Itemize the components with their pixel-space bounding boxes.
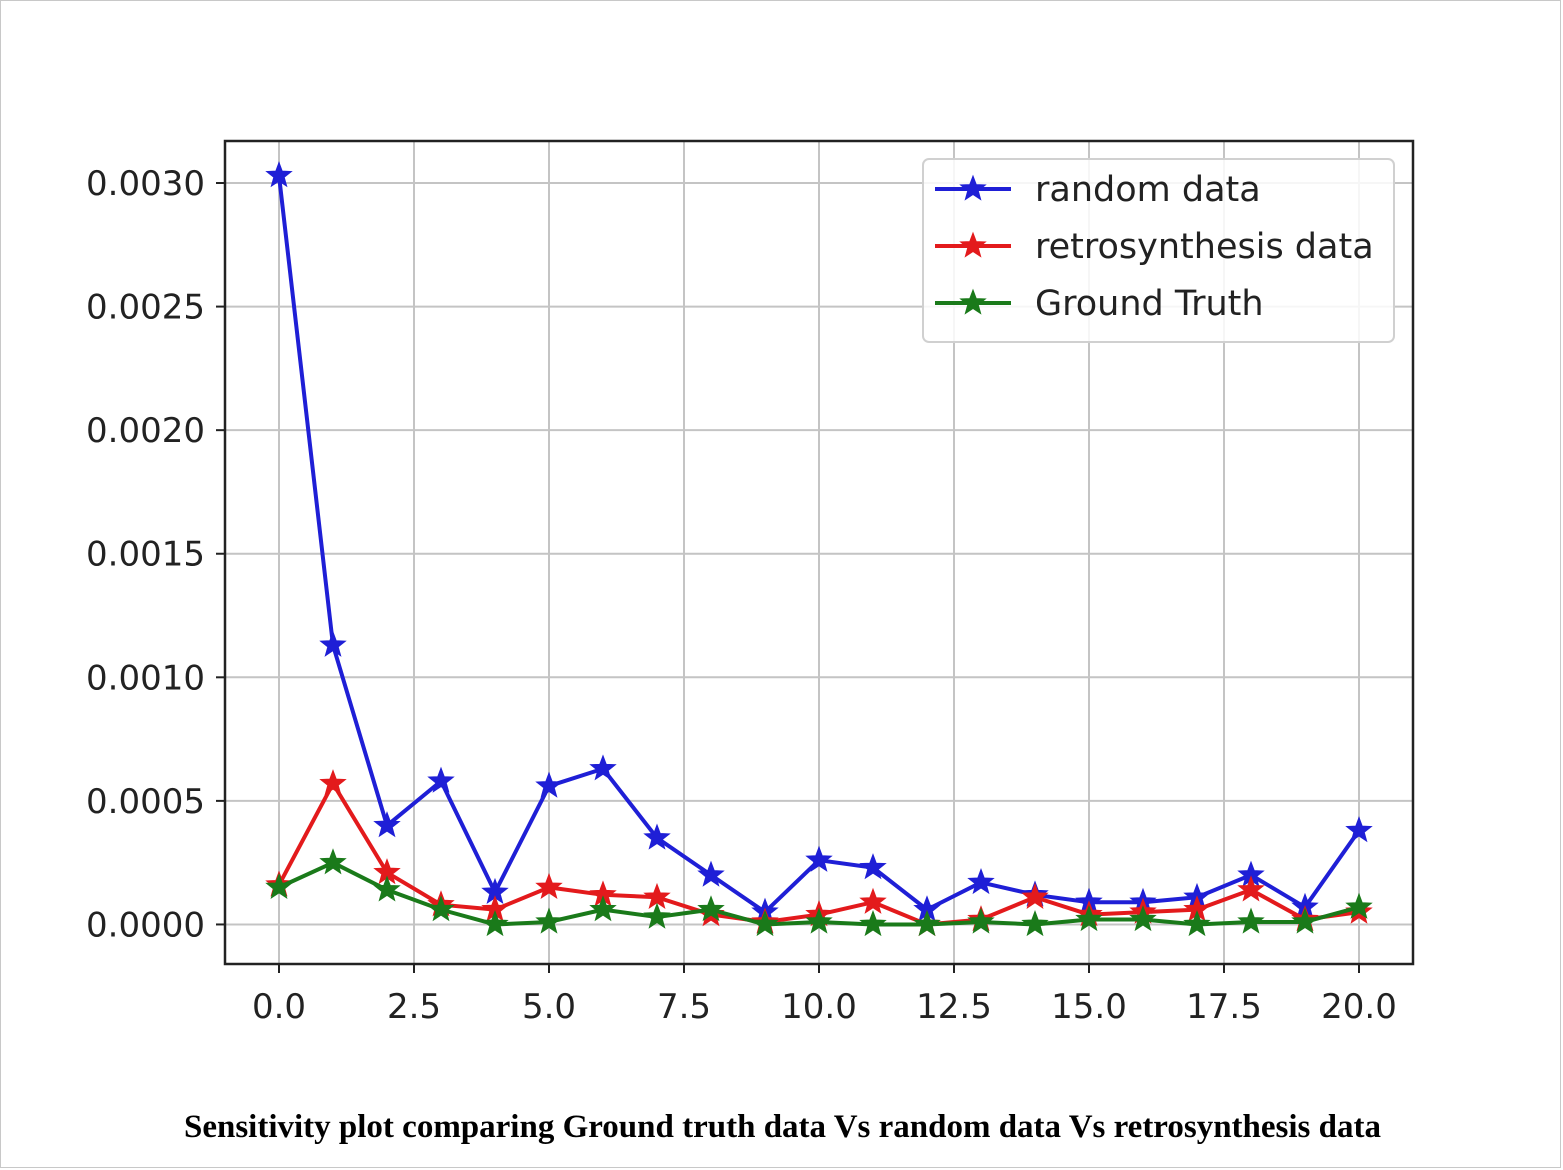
data-point-marker [1345, 892, 1373, 919]
data-point-marker [589, 754, 617, 781]
data-point-marker [1237, 875, 1265, 902]
data-point-marker [265, 161, 293, 188]
y-axis-ticks: 0.0000 0.0005 0.0010 0.0015 0.0020 0.0025 0.00… [86, 164, 225, 945]
data-point-marker [265, 872, 293, 900]
legend-label: retrosynthesis data [1035, 227, 1374, 267]
data-point-marker [805, 845, 833, 872]
data-point-marker [967, 868, 995, 895]
data-point-marker [697, 895, 725, 922]
data-point-marker [1183, 910, 1211, 937]
data-point-marker [805, 907, 833, 934]
x-tick-label: 17.5 [1186, 987, 1262, 1027]
legend-marker [959, 288, 987, 315]
y-tick-label: 0.0010 [86, 658, 205, 698]
legend-box [922, 158, 1395, 343]
data-point-marker [643, 823, 671, 850]
data-point-marker [859, 910, 887, 937]
series-2 [265, 848, 1373, 937]
x-tick-label: 0.0 [252, 987, 306, 1027]
legend-label: random data [1035, 170, 1261, 210]
data-point-marker [913, 910, 941, 937]
data-point-marker [1021, 910, 1049, 937]
data-point-marker [535, 771, 563, 798]
y-tick-label: 0.0015 [86, 535, 205, 575]
legend-entry: random data [935, 170, 1261, 210]
data-point-marker [427, 895, 455, 922]
figure-caption: Sensitivity plot comparing Ground truth … [183, 1109, 1381, 1145]
data-point-marker [427, 766, 455, 793]
data-point-marker [1021, 882, 1049, 909]
data-point-marker [751, 910, 779, 937]
x-tick-label: 7.5 [657, 987, 711, 1027]
data-point-marker [1237, 907, 1265, 934]
y-tick-label: 0.0030 [86, 164, 205, 204]
data-point-marker [319, 630, 347, 657]
data-point-marker [535, 907, 563, 934]
x-tick-label: 15.0 [1051, 987, 1127, 1027]
data-point-marker [859, 887, 887, 914]
x-tick-label: 20.0 [1321, 987, 1397, 1027]
x-tick-label: 12.5 [916, 987, 992, 1027]
y-tick-label: 0.0025 [86, 288, 205, 328]
legend-entry: Ground Truth [935, 284, 1264, 324]
data-point-marker [859, 853, 887, 880]
x-tick-label: 2.5 [387, 987, 441, 1027]
x-axis-ticks: 0.0 2.5 5.0 7.5 10.0 12.5 15.0 17.5 20.0 [252, 964, 1397, 1027]
sensitivity-line-chart: 0.0 2.5 5.0 7.5 10.0 12.5 15.0 17.5 20.0 0.00000… [86, 139, 1415, 1027]
data-point-marker [1075, 905, 1103, 932]
y-tick-label: 0.0000 [86, 905, 205, 945]
data-point-marker [1345, 816, 1373, 843]
data-point-marker [643, 902, 671, 929]
legend-entry: retrosynthesis data [935, 227, 1374, 267]
legend-label: Ground Truth [1035, 284, 1264, 324]
data-point-marker [1291, 907, 1319, 934]
data-point-marker [589, 895, 617, 922]
legend-marker [959, 231, 987, 258]
data-point-marker [1129, 905, 1157, 932]
data-point-marker [535, 872, 563, 900]
x-tick-label: 5.0 [522, 987, 576, 1027]
x-tick-label: 10.0 [781, 987, 857, 1027]
legend: random data retrosynthesis data Ground Tru… [922, 158, 1395, 343]
data-point-marker [319, 769, 347, 796]
data-point-marker [481, 910, 509, 937]
series-layer [265, 161, 1373, 937]
y-tick-label: 0.0005 [86, 782, 205, 822]
data-point-marker [373, 875, 401, 902]
data-point-marker [967, 907, 995, 934]
y-tick-label: 0.0020 [86, 411, 205, 451]
data-point-marker [373, 811, 401, 838]
data-point-marker [697, 860, 725, 887]
data-point-marker [319, 848, 347, 875]
legend-marker [959, 174, 987, 201]
